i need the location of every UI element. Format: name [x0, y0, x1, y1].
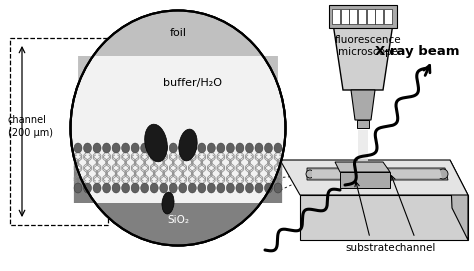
- Bar: [332, 9, 340, 24]
- Text: substrate: substrate: [345, 243, 395, 253]
- Bar: [10, 38, 108, 225]
- Ellipse shape: [179, 143, 187, 153]
- Text: channel: channel: [394, 243, 436, 253]
- Polygon shape: [78, 11, 278, 85]
- Text: fluorescence
microscope: fluorescence microscope: [335, 35, 401, 57]
- Polygon shape: [351, 90, 375, 120]
- Ellipse shape: [207, 183, 215, 193]
- Ellipse shape: [274, 183, 282, 193]
- Ellipse shape: [112, 143, 120, 153]
- Ellipse shape: [169, 143, 177, 153]
- Ellipse shape: [306, 170, 314, 178]
- Bar: [357, 120, 369, 128]
- Ellipse shape: [188, 143, 196, 153]
- Polygon shape: [307, 168, 448, 180]
- Ellipse shape: [438, 169, 448, 179]
- Ellipse shape: [217, 183, 225, 193]
- Ellipse shape: [145, 124, 167, 162]
- Ellipse shape: [83, 143, 91, 153]
- Bar: [375, 9, 383, 24]
- Ellipse shape: [179, 183, 187, 193]
- Ellipse shape: [198, 143, 206, 153]
- Ellipse shape: [141, 143, 149, 153]
- Text: X-ray beam: X-ray beam: [375, 45, 460, 58]
- Ellipse shape: [160, 183, 168, 193]
- Polygon shape: [329, 5, 397, 28]
- Text: SiO₂: SiO₂: [167, 215, 189, 225]
- Bar: [358, 9, 366, 24]
- Ellipse shape: [74, 143, 82, 153]
- Ellipse shape: [236, 143, 244, 153]
- Ellipse shape: [217, 143, 225, 153]
- Ellipse shape: [198, 183, 206, 193]
- Ellipse shape: [150, 183, 158, 193]
- Ellipse shape: [131, 143, 139, 153]
- Ellipse shape: [122, 183, 129, 193]
- Text: buffer/H₂O: buffer/H₂O: [164, 78, 222, 88]
- Ellipse shape: [160, 143, 168, 153]
- Ellipse shape: [83, 183, 91, 193]
- Ellipse shape: [71, 11, 285, 246]
- Polygon shape: [335, 162, 390, 172]
- Ellipse shape: [169, 183, 177, 193]
- Ellipse shape: [74, 183, 82, 193]
- Polygon shape: [300, 195, 468, 240]
- Ellipse shape: [150, 143, 158, 153]
- Ellipse shape: [122, 143, 129, 153]
- Bar: [367, 9, 374, 24]
- Bar: [349, 9, 357, 24]
- Polygon shape: [74, 157, 282, 246]
- Ellipse shape: [162, 192, 174, 214]
- Ellipse shape: [207, 143, 215, 153]
- Ellipse shape: [236, 183, 244, 193]
- Bar: [384, 9, 392, 24]
- Ellipse shape: [102, 143, 110, 153]
- Ellipse shape: [264, 183, 273, 193]
- Ellipse shape: [227, 143, 234, 153]
- Ellipse shape: [246, 143, 254, 153]
- Ellipse shape: [102, 183, 110, 193]
- Text: (200 μm): (200 μm): [8, 128, 53, 138]
- Ellipse shape: [274, 143, 282, 153]
- Ellipse shape: [255, 143, 263, 153]
- Bar: [341, 9, 349, 24]
- Ellipse shape: [131, 183, 139, 193]
- Ellipse shape: [255, 183, 263, 193]
- Text: foil: foil: [170, 28, 186, 38]
- Ellipse shape: [141, 183, 149, 193]
- Ellipse shape: [93, 183, 101, 193]
- Polygon shape: [358, 130, 368, 162]
- Polygon shape: [312, 170, 442, 178]
- Ellipse shape: [112, 183, 120, 193]
- Ellipse shape: [227, 183, 234, 193]
- Text: channel: channel: [8, 115, 47, 125]
- Ellipse shape: [179, 129, 197, 161]
- Polygon shape: [331, 10, 395, 90]
- Polygon shape: [340, 172, 390, 188]
- Polygon shape: [450, 160, 468, 240]
- Ellipse shape: [188, 183, 196, 193]
- Ellipse shape: [93, 143, 101, 153]
- Polygon shape: [280, 160, 468, 195]
- Ellipse shape: [246, 183, 254, 193]
- Ellipse shape: [264, 143, 273, 153]
